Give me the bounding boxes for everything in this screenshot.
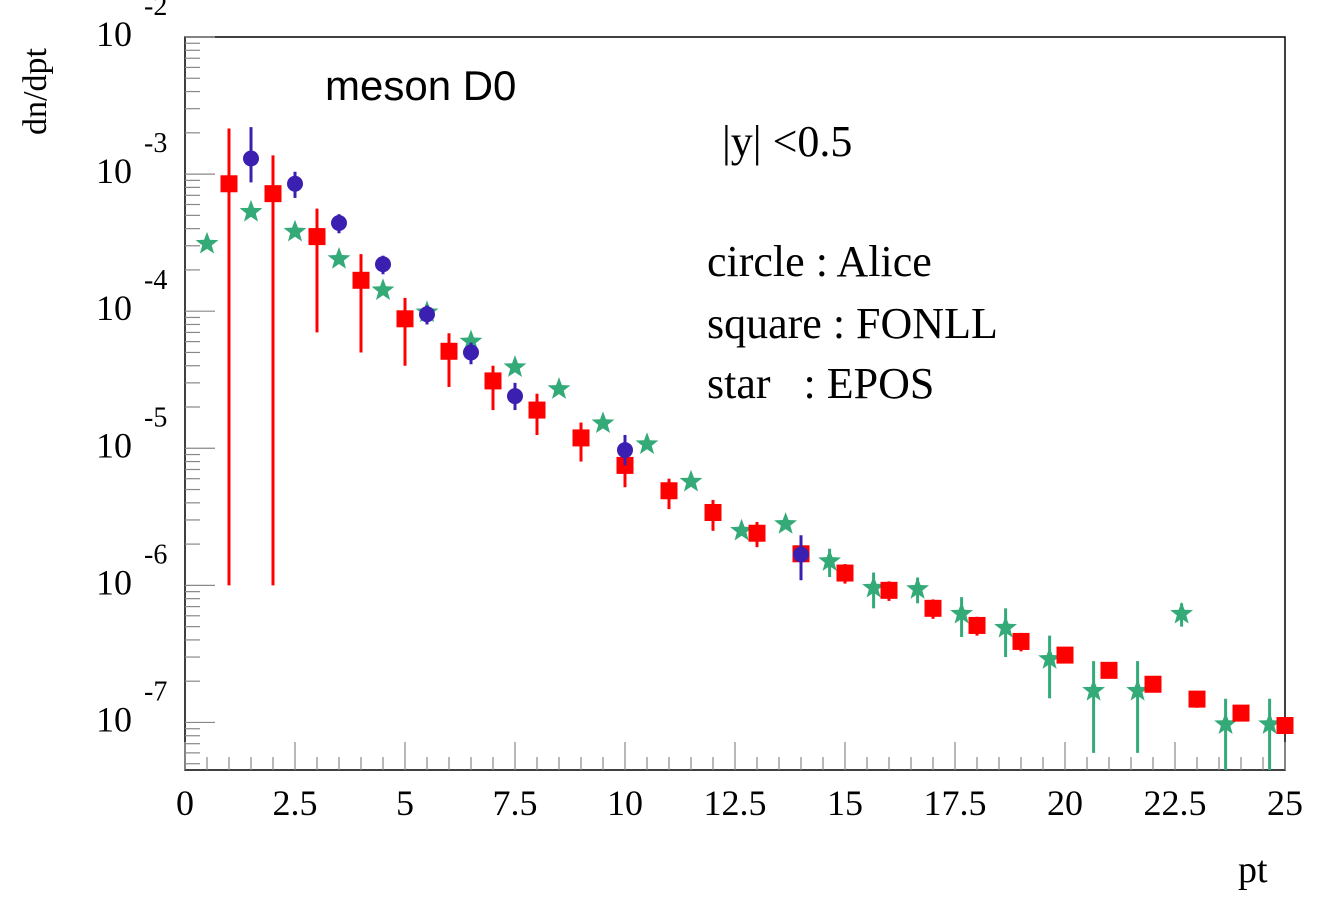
epos-star-point: [994, 615, 1018, 638]
alice-circle-point: [463, 344, 479, 361]
x-tick-label: 7.5: [493, 783, 538, 823]
epos-star-point: [591, 411, 615, 434]
fonll-square-point: [968, 616, 986, 634]
y-tick-label-base: 10: [96, 14, 132, 54]
series-alice: [243, 127, 809, 581]
chart-title: meson D0: [325, 62, 516, 109]
y-tick-label-base: 10: [96, 288, 132, 328]
y-tick-label-base: 10: [96, 151, 132, 191]
epos-star-point: [195, 231, 219, 254]
y-axis-label: dn/dpt: [17, 48, 54, 135]
x-tick-label: 2.5: [273, 783, 318, 823]
epos-star-point: [283, 219, 307, 242]
epos-star-point: [371, 278, 395, 301]
fonll-square-point: [528, 401, 546, 419]
x-tick-label: 5: [396, 783, 414, 823]
epos-star-point: [774, 512, 798, 534]
fonll-square-point: [836, 564, 854, 582]
epos-star-point: [327, 247, 351, 269]
y-tick-label-exponent: -5: [144, 402, 167, 433]
legend-alice: circle : Alice: [707, 237, 932, 286]
fonll-square-point: [1276, 717, 1294, 735]
y-tick-label-exponent: -2: [144, 0, 167, 22]
epos-star-point: [679, 469, 703, 492]
fonll-square-point: [1100, 661, 1118, 679]
rapidity-annotation: |y| <0.5: [722, 117, 852, 166]
epos-star-point: [1126, 678, 1150, 701]
epos-star-point: [459, 329, 483, 352]
epos-star-point: [1170, 601, 1194, 624]
epos-star-point: [1038, 647, 1062, 669]
epos-star-point: [862, 575, 886, 598]
y-tick-label-exponent: -4: [144, 265, 167, 296]
epos-star-point: [239, 199, 263, 222]
y-tick-label-exponent: -7: [144, 676, 167, 707]
alice-circle-point: [793, 546, 809, 563]
alice-circle-point: [331, 214, 347, 231]
x-tick-label: 25: [1267, 783, 1303, 823]
alice-circle-point: [617, 442, 633, 459]
fonll-square-point: [1144, 675, 1162, 693]
x-tick-label: 12.5: [704, 783, 767, 823]
alice-circle-point: [507, 388, 523, 405]
fonll-square-point: [880, 581, 898, 599]
epos-star-point: [635, 432, 659, 454]
y-tick-label-exponent: -6: [144, 539, 167, 570]
fonll-square-point: [660, 482, 678, 500]
epos-star-point: [818, 549, 842, 571]
x-tick-label: 17.5: [924, 783, 987, 823]
fonll-square-point: [1188, 690, 1206, 708]
y-tick-label-base: 10: [96, 699, 132, 739]
epos-star-point: [1258, 712, 1282, 734]
x-axis-label: pt: [1238, 849, 1268, 891]
fonll-square-point: [704, 504, 722, 522]
epos-star-point: [906, 577, 930, 599]
fonll-square-point: [440, 342, 458, 360]
fonll-square-point: [352, 271, 370, 289]
epos-star-point: [1082, 678, 1106, 701]
epos-star-point: [950, 601, 974, 624]
fonll-square-point: [264, 185, 282, 203]
y-tick-label-exponent: -3: [144, 128, 167, 159]
y-tick-label-base: 10: [96, 425, 132, 465]
x-tick-label: 20: [1047, 783, 1083, 823]
fonll-square-point: [308, 228, 326, 246]
fonll-square-point: [484, 372, 502, 390]
chart-text: meson D0 |y| <0.5 circle : Alice square …: [17, 48, 1268, 891]
data-series: [195, 127, 1294, 770]
axes: 0 2.5 5 7.5 10 12.5 15 17.5 20 22.5 25 10 -2 10 -3 10 -4…: [96, 0, 1303, 823]
x-tick-label: 22.5: [1144, 783, 1207, 823]
alice-circle-point: [287, 175, 303, 192]
epos-star-point: [547, 377, 571, 399]
alice-circle-point: [375, 256, 391, 273]
fonll-square-point: [1056, 646, 1074, 664]
x-tick-label: 15: [827, 783, 863, 823]
epos-star-point: [730, 518, 754, 541]
epos-star-point: [503, 355, 527, 377]
epos-star-point: [1214, 712, 1238, 734]
fonll-square-point: [220, 175, 238, 193]
fonll-square-point: [1012, 632, 1030, 650]
fonll-square-point: [924, 599, 942, 617]
legend-fonll: square : FONLL: [707, 299, 998, 348]
alice-circle-point: [419, 306, 435, 323]
fonll-square-point: [748, 524, 766, 542]
x-tick-label: 10: [607, 783, 643, 823]
fonll-square-point: [396, 310, 414, 328]
legend-epos: star : EPOS: [707, 359, 934, 408]
fonll-square-point: [1232, 704, 1250, 722]
y-tick-label-base: 10: [96, 562, 132, 602]
fonll-square-point: [572, 429, 590, 447]
series-epos: [195, 199, 1282, 770]
x-tick-label: 0: [176, 783, 194, 823]
series-fonll: [220, 128, 1294, 735]
alice-circle-point: [243, 150, 259, 167]
